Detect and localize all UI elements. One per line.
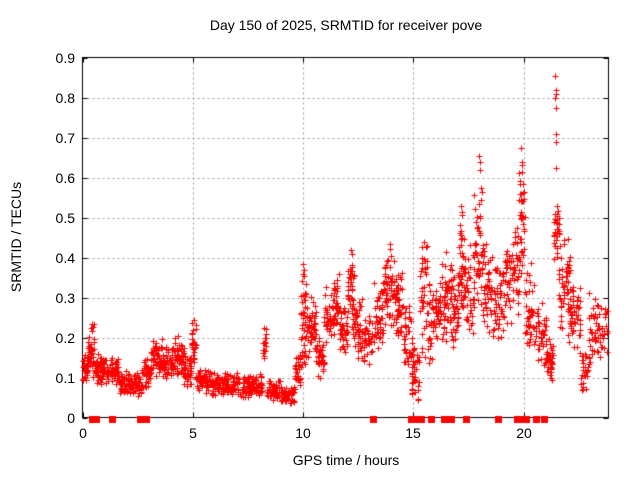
y-tick-label: 0.6 <box>55 170 75 186</box>
y-tick-label: 0.1 <box>55 370 75 386</box>
y-tick-label: 0 <box>67 410 75 426</box>
x-tick-label: 5 <box>189 425 197 441</box>
chart-title: Day 150 of 2025, SRMTID for receiver pov… <box>209 17 483 33</box>
y-tick-label: 0.4 <box>55 250 75 266</box>
x-tick-label: 10 <box>295 425 311 441</box>
x-tick-label: 0 <box>79 425 87 441</box>
y-tick-label: 0.5 <box>55 210 75 226</box>
y-tick-label: 0.8 <box>55 90 75 106</box>
y-tick-label: 0.7 <box>55 130 75 146</box>
y-tick-label: 0.3 <box>55 290 75 306</box>
y-tick-label: 0.9 <box>55 50 75 66</box>
x-tick-label: 15 <box>405 425 421 441</box>
x-axis-label: GPS time / hours <box>292 452 400 468</box>
y-tick-label: 0.2 <box>55 330 75 346</box>
x-tick-label: 20 <box>516 425 532 441</box>
y-axis-label: SRMTID / TECUs <box>8 181 24 293</box>
